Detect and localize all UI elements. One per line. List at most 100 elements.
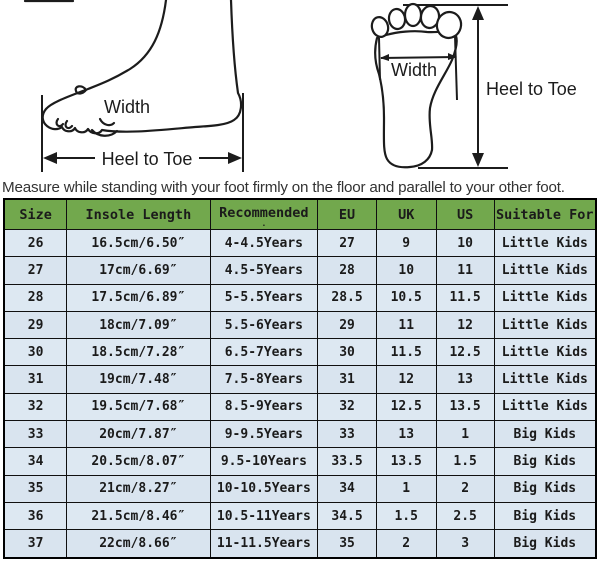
cell-insole-length: 22cm/8.66″	[66, 529, 211, 559]
cell-uk: 13	[375, 420, 437, 449]
cell-size: 31	[3, 365, 68, 394]
cell-us: 10	[435, 228, 495, 258]
cell-uk: 10.5	[375, 283, 437, 312]
cell-recommended-age: 9.5-10Years	[209, 447, 319, 476]
heel-to-toe-label: Heel to Toe	[486, 79, 577, 99]
table-row: 30 18.5cm/7.28″ 6.5-7Years 30 11.5 12.5 …	[3, 338, 597, 367]
cell-insole-length: 20cm/7.87″	[66, 420, 211, 449]
foot-side-view-diagram: Width Heel to Toe	[23, 0, 244, 172]
cell-suitable-for: Big Kids	[493, 529, 597, 559]
cell-us: 3	[435, 529, 495, 559]
big-toe	[435, 10, 463, 40]
toe-3	[403, 2, 423, 28]
cell-size: 37	[3, 529, 68, 559]
cell-insole-length: 17.5cm/6.89″	[66, 283, 211, 312]
cell-eu: 32	[317, 392, 377, 422]
cell-us: 2.5	[435, 501, 495, 531]
toe-joint-crease	[98, 117, 116, 127]
table-row: 37 22cm/8.66″ 11-11.5Years 35 2 3 Big Ki…	[3, 529, 597, 559]
cell-suitable-for: Little Kids	[493, 338, 597, 367]
cell-eu: 31	[317, 365, 377, 394]
table-row: 34 20.5cm/8.07″ 9.5-10Years 33.5 13.5 1.…	[3, 447, 597, 476]
column-header-insole-length: Insole Length	[66, 198, 211, 230]
cell-recommended-age: 11-11.5Years	[209, 529, 319, 559]
cell-suitable-for: Little Kids	[493, 365, 597, 394]
cell-recommended-age: 10.5-11Years	[209, 501, 319, 531]
cell-recommended-age: 7.5-8Years	[209, 365, 319, 394]
cell-size: 28	[3, 283, 68, 312]
cell-suitable-for: Big Kids	[493, 474, 597, 503]
cell-us: 13	[435, 365, 495, 394]
width-label: Width	[391, 60, 437, 80]
cell-suitable-for: Little Kids	[493, 228, 597, 258]
arrowhead-right	[228, 152, 242, 164]
table-row: 32 19.5cm/7.68″ 8.5-9Years 32 12.5 13.5 …	[3, 392, 597, 422]
toe-curl-1	[55, 117, 65, 128]
cell-size: 32	[3, 392, 68, 422]
cell-eu: 35	[317, 529, 377, 559]
cell-insole-length: 21.5cm/8.46″	[66, 501, 211, 531]
toe-4	[387, 7, 407, 31]
cell-us: 11.5	[435, 283, 495, 312]
cell-us: 11	[435, 256, 495, 285]
cell-recommended-age: 5-5.5Years	[209, 283, 319, 312]
cell-uk: 9	[375, 228, 437, 258]
table-row: 36 21.5cm/8.46″ 10.5-11Years 34.5 1.5 2.…	[3, 501, 597, 531]
cell-eu: 33.5	[317, 447, 377, 476]
cell-uk: 12	[375, 365, 437, 394]
toe-curl-2	[64, 119, 74, 130]
cell-eu: 30	[317, 338, 377, 367]
cell-size: 26	[3, 228, 68, 258]
heel-to-toe-label: Heel to Toe	[102, 149, 193, 169]
size-chart-table: Size Insole Length Recommended . EU UK U…	[3, 198, 597, 559]
cell-recommended-age: 9-9.5Years	[209, 420, 319, 449]
cell-size: 34	[3, 447, 68, 476]
width-tick-left	[378, 37, 381, 81]
cell-recommended-age: 6.5-7Years	[209, 338, 319, 367]
cell-recommended-age: 5.5-6Years	[209, 310, 319, 340]
cell-suitable-for: Little Kids	[493, 392, 597, 422]
cell-us: 1.5	[435, 447, 495, 476]
table-row: 35 21cm/8.27″ 10-10.5Years 34 1 2 Big Ki…	[3, 474, 597, 503]
cell-us: 12.5	[435, 338, 495, 367]
table-row: 31 19cm/7.48″ 7.5-8Years 31 12 13 Little…	[3, 365, 597, 394]
cell-us: 1	[435, 420, 495, 449]
cell-insole-length: 20.5cm/8.07″	[66, 447, 211, 476]
cell-eu: 27	[317, 228, 377, 258]
cell-size: 33	[3, 420, 68, 449]
cell-insole-length: 17cm/6.69″	[66, 256, 211, 285]
width-label: Width	[104, 97, 150, 117]
table-header-row: Size Insole Length Recommended . EU UK U…	[3, 198, 597, 230]
cell-size: 30	[3, 338, 68, 367]
arrowhead-bottom	[472, 153, 484, 167]
cell-suitable-for: Big Kids	[493, 447, 597, 476]
cell-insole-length: 18cm/7.09″	[66, 310, 211, 340]
toe-5	[370, 16, 390, 38]
cell-uk: 10	[375, 256, 437, 285]
size-table-body: 26 16.5cm/6.50″ 4-4.5Years 27 9 10 Littl…	[3, 228, 597, 559]
cell-suitable-for: Big Kids	[493, 501, 597, 531]
ball-crease	[90, 128, 119, 137]
cell-eu: 34.5	[317, 501, 377, 531]
table-row: 29 18cm/7.09″ 5.5-6Years 29 11 12 Little…	[3, 310, 597, 340]
cell-us: 13.5	[435, 392, 495, 422]
measure-instruction: Measure while standing with your foot fi…	[2, 179, 565, 196]
table-row: 27 17cm/6.69″ 4.5-5Years 28 10 11 Little…	[3, 256, 597, 285]
foot-print-diagram: Width Heel to Toe	[370, 2, 577, 169]
arrowhead-left	[43, 152, 57, 164]
width-arrowhead-left	[380, 54, 389, 61]
cell-eu: 28	[317, 256, 377, 285]
sole-outline	[374, 30, 458, 169]
cell-suitable-for: Big Kids	[493, 420, 597, 449]
arrowhead-top	[472, 6, 484, 20]
cell-recommended-age: 4.5-5Years	[209, 256, 319, 285]
cell-recommended-age: 4-4.5Years	[209, 228, 319, 258]
cell-insole-length: 19.5cm/7.68″	[66, 392, 211, 422]
cell-insole-length: 18.5cm/7.28″	[66, 338, 211, 367]
cell-us: 2	[435, 474, 495, 503]
cell-insole-length: 16.5cm/6.50″	[66, 228, 211, 258]
cell-size: 27	[3, 256, 68, 285]
cell-eu: 29	[317, 310, 377, 340]
cell-insole-length: 19cm/7.48″	[66, 365, 211, 394]
column-header-recommended: Recommended .	[209, 198, 319, 230]
